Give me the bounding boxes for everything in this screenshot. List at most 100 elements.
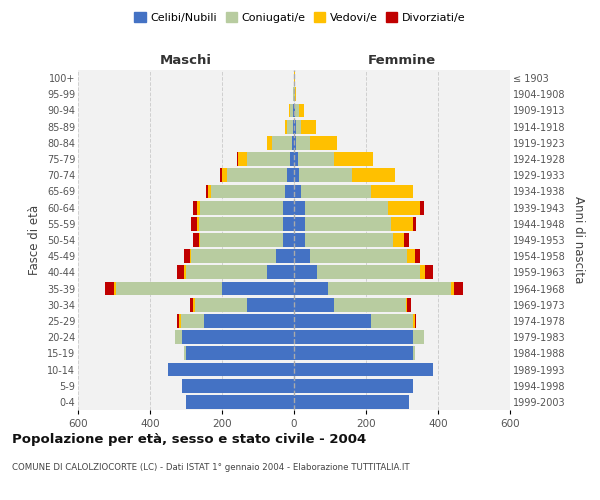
Bar	[272, 136, 294, 149]
Bar	[294, 379, 413, 392]
Bar	[293, 88, 294, 101]
Bar	[293, 104, 294, 118]
Bar	[190, 250, 294, 263]
Bar	[289, 104, 294, 118]
Bar	[292, 136, 294, 149]
Bar	[195, 298, 294, 312]
Bar	[186, 266, 294, 280]
Bar	[294, 217, 305, 230]
Bar	[286, 120, 294, 134]
Bar	[177, 266, 294, 280]
Bar	[184, 346, 294, 360]
Bar	[294, 330, 424, 344]
Bar	[294, 282, 451, 296]
Bar	[184, 250, 294, 263]
Bar	[211, 184, 294, 198]
Bar	[181, 314, 294, 328]
Bar	[294, 314, 415, 328]
Bar	[294, 298, 334, 312]
Bar	[285, 184, 294, 198]
Bar	[294, 200, 420, 214]
Bar	[294, 314, 413, 328]
Bar	[294, 200, 424, 214]
Bar	[294, 217, 413, 230]
Bar	[294, 120, 316, 134]
Bar	[294, 379, 413, 392]
Bar	[293, 120, 294, 134]
Bar	[175, 330, 294, 344]
Bar	[190, 298, 294, 312]
Bar	[168, 362, 294, 376]
Bar	[186, 395, 294, 409]
Bar	[184, 346, 294, 360]
Bar	[294, 152, 373, 166]
Bar	[227, 168, 294, 182]
Bar	[186, 346, 294, 360]
Bar	[294, 120, 301, 134]
Bar	[182, 379, 294, 392]
Bar	[200, 200, 294, 214]
Bar	[175, 330, 294, 344]
Y-axis label: Anni di nascita: Anni di nascita	[572, 196, 585, 284]
Bar	[283, 200, 294, 214]
Bar	[193, 298, 294, 312]
Bar	[191, 250, 294, 263]
Bar	[204, 314, 294, 328]
Bar	[222, 168, 294, 182]
Bar	[247, 152, 294, 166]
Bar	[290, 104, 294, 118]
Bar	[200, 233, 294, 247]
Bar	[294, 120, 296, 134]
Bar	[287, 168, 294, 182]
Bar	[294, 136, 337, 149]
Text: Maschi: Maschi	[160, 54, 212, 67]
Bar	[294, 120, 316, 134]
Bar	[283, 217, 294, 230]
Bar	[193, 200, 294, 214]
Bar	[199, 233, 294, 247]
Bar	[114, 282, 294, 296]
Bar	[294, 266, 425, 280]
Bar	[186, 395, 294, 409]
Bar	[294, 395, 409, 409]
Bar	[294, 152, 298, 166]
Bar	[294, 250, 310, 263]
Bar	[294, 266, 420, 280]
Bar	[294, 217, 391, 230]
Bar	[186, 395, 294, 409]
Bar	[294, 88, 296, 101]
Bar	[294, 88, 296, 101]
Bar	[289, 104, 294, 118]
Bar	[294, 152, 334, 166]
Bar	[294, 200, 388, 214]
Bar	[294, 298, 407, 312]
Bar	[267, 266, 294, 280]
Bar	[294, 88, 295, 101]
Text: COMUNE DI CALOLZIOCORTE (LC) - Dati ISTAT 1° gennaio 2004 - Elaborazione TUTTITA: COMUNE DI CALOLZIOCORTE (LC) - Dati ISTA…	[12, 462, 410, 471]
Bar	[105, 282, 294, 296]
Bar	[294, 168, 395, 182]
Bar	[168, 362, 294, 376]
Bar	[294, 266, 433, 280]
Bar	[294, 168, 352, 182]
Bar	[182, 379, 294, 392]
Bar	[220, 168, 294, 182]
Bar	[294, 217, 416, 230]
Bar	[208, 184, 294, 198]
Bar	[182, 379, 294, 392]
Bar	[294, 233, 393, 247]
Bar	[294, 282, 454, 296]
Bar	[179, 314, 294, 328]
Bar	[267, 136, 294, 149]
Bar	[290, 152, 294, 166]
Bar	[294, 184, 413, 198]
Bar	[294, 314, 416, 328]
Bar	[294, 200, 305, 214]
Bar	[294, 395, 409, 409]
Bar	[294, 136, 337, 149]
Bar	[294, 346, 415, 360]
Bar	[294, 184, 371, 198]
Bar	[294, 330, 413, 344]
Bar	[177, 314, 294, 328]
Bar	[267, 136, 294, 149]
